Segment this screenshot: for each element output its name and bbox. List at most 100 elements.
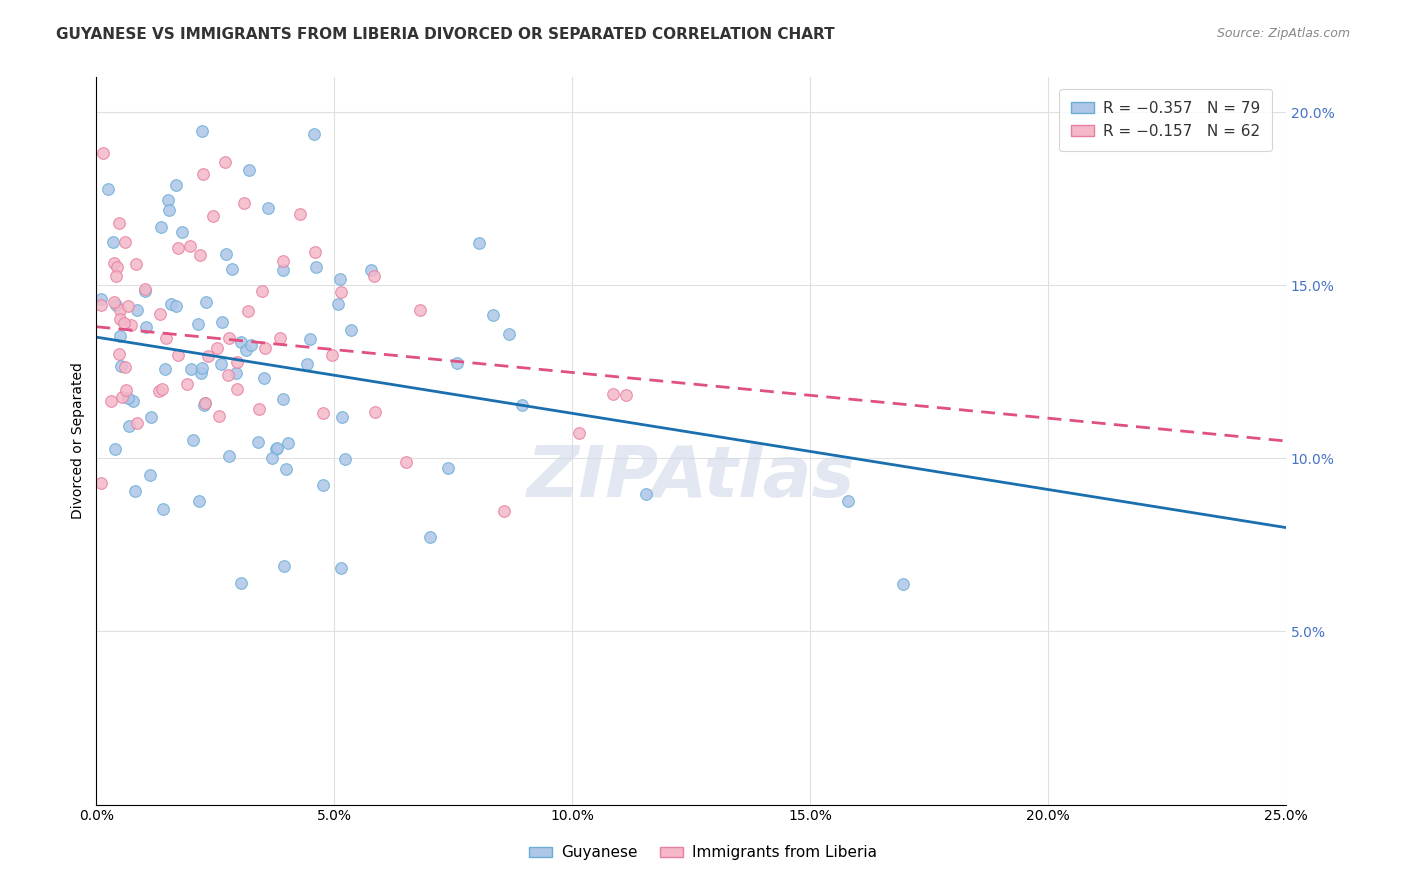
Point <box>195 294 218 309</box>
Point <box>149 219 172 234</box>
Point <box>187 318 209 332</box>
Point <box>273 558 295 573</box>
Point <box>134 284 156 298</box>
Point <box>201 209 224 223</box>
Point <box>321 348 343 362</box>
Point <box>205 342 228 356</box>
Point <box>329 271 352 285</box>
Point <box>104 442 127 456</box>
Point <box>181 433 204 447</box>
Point <box>891 576 914 591</box>
Point <box>492 504 515 518</box>
Point <box>330 409 353 424</box>
Point <box>103 256 125 270</box>
Point <box>238 163 260 178</box>
Point <box>118 418 141 433</box>
Point <box>159 296 181 310</box>
Point <box>271 254 294 268</box>
Point <box>179 239 201 253</box>
Point <box>117 391 139 405</box>
Point <box>114 235 136 249</box>
Point <box>194 395 217 409</box>
Point <box>148 384 170 398</box>
Point <box>208 409 231 423</box>
Point <box>108 302 131 317</box>
Point <box>264 442 287 457</box>
Text: GUYANESE VS IMMIGRANTS FROM LIBERIA DIVORCED OR SEPARATED CORRELATION CHART: GUYANESE VS IMMIGRANTS FROM LIBERIA DIVO… <box>56 27 835 42</box>
Point <box>165 178 187 193</box>
Point <box>101 235 124 249</box>
Legend: Guyanese, Immigrants from Liberia: Guyanese, Immigrants from Liberia <box>523 839 883 866</box>
Point <box>437 460 460 475</box>
Point <box>567 425 589 440</box>
Point <box>150 382 173 396</box>
Point <box>602 387 624 401</box>
Y-axis label: Divorced or Separated: Divorced or Separated <box>72 362 86 519</box>
Point <box>266 441 288 455</box>
Point <box>299 332 322 346</box>
Text: Source: ZipAtlas.com: Source: ZipAtlas.com <box>1216 27 1350 40</box>
Point <box>329 285 352 299</box>
Point <box>218 331 240 345</box>
Point <box>304 245 326 260</box>
Point <box>288 207 311 221</box>
Point <box>110 359 132 373</box>
Point <box>498 326 520 341</box>
Point <box>302 127 325 141</box>
Point <box>90 475 112 490</box>
Point <box>141 409 163 424</box>
Point <box>191 167 214 181</box>
Point <box>333 451 356 466</box>
Point <box>176 376 198 391</box>
Point <box>837 494 859 508</box>
Point <box>149 307 172 321</box>
Point <box>138 468 160 483</box>
Point <box>312 478 335 492</box>
Point <box>111 391 134 405</box>
Point <box>97 182 120 196</box>
Point <box>108 347 131 361</box>
Point <box>235 343 257 358</box>
Point <box>166 241 188 255</box>
Point <box>127 303 149 318</box>
Point <box>240 338 263 352</box>
Point <box>167 348 190 362</box>
Point <box>188 247 211 261</box>
Point <box>108 329 131 343</box>
Point <box>364 405 387 419</box>
Point <box>419 530 441 544</box>
Point <box>360 263 382 277</box>
Point <box>112 316 135 330</box>
Point <box>105 260 128 275</box>
Point <box>468 235 491 250</box>
Point <box>90 298 112 312</box>
Point <box>104 298 127 312</box>
Point <box>156 193 179 207</box>
Point <box>215 247 238 261</box>
Point <box>127 416 149 430</box>
Point <box>165 299 187 313</box>
Point <box>229 576 252 591</box>
Point <box>155 331 177 345</box>
Point <box>90 292 112 306</box>
Point <box>190 366 212 380</box>
Point <box>152 501 174 516</box>
Point <box>409 302 432 317</box>
Point <box>100 393 122 408</box>
Point <box>330 561 353 575</box>
Point <box>614 388 637 402</box>
Point <box>226 355 249 369</box>
Point <box>482 308 505 322</box>
Point <box>269 331 291 345</box>
Point <box>157 202 180 217</box>
Point <box>134 282 156 296</box>
Point <box>124 484 146 499</box>
Point <box>135 320 157 334</box>
Point <box>395 455 418 469</box>
Point <box>271 392 294 407</box>
Point <box>120 318 142 332</box>
Point <box>125 257 148 271</box>
Point <box>197 349 219 363</box>
Point <box>236 303 259 318</box>
Point <box>312 406 335 420</box>
